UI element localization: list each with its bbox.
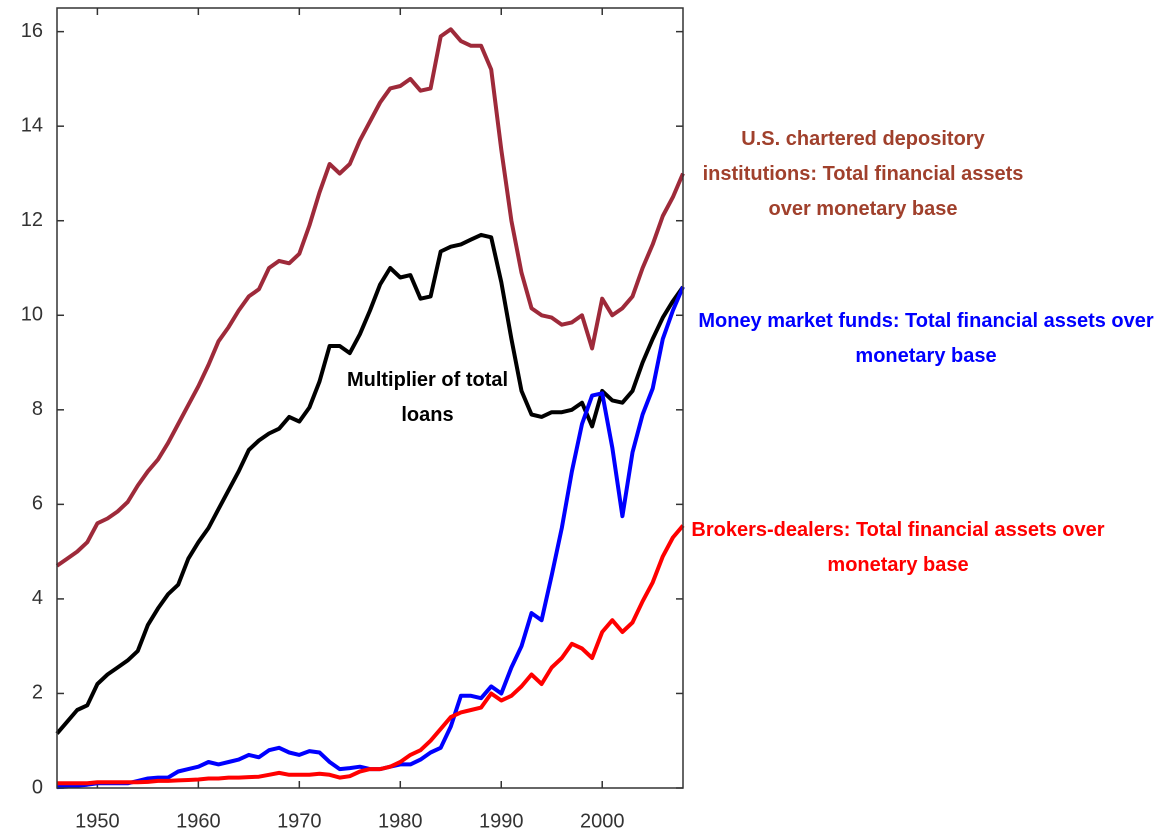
plot-frame xyxy=(56,7,684,789)
series-label: Multiplier of total loans xyxy=(346,369,509,426)
x-tick-label: 1950 xyxy=(75,810,120,832)
series-label: U.S. chartered depository institutions: … xyxy=(702,128,1024,220)
y-tick-label: 2 xyxy=(32,682,43,704)
x-tick-label: 2000 xyxy=(580,810,625,832)
y-tick-label: 8 xyxy=(32,398,43,420)
x-tick-label: 1960 xyxy=(176,810,221,832)
series-line xyxy=(56,286,685,790)
series-label: Brokers-dealers: Total financial assets … xyxy=(691,519,1105,576)
series-line xyxy=(55,232,685,735)
y-tick-label: 16 xyxy=(21,20,43,42)
y-tick-label: 4 xyxy=(32,587,43,609)
y-tick-label: 14 xyxy=(21,114,43,136)
y-tick-label: 6 xyxy=(32,493,43,515)
y-tick-label: 0 xyxy=(32,776,43,798)
x-tick-label: 1980 xyxy=(378,810,423,832)
series-line xyxy=(57,524,685,786)
x-tick-label: 1970 xyxy=(277,810,322,832)
series-label: Money market funds: Total financial asse… xyxy=(698,310,1154,367)
series-line xyxy=(55,27,685,568)
y-tick-label: 12 xyxy=(21,209,43,231)
y-tick-label: 10 xyxy=(21,304,43,326)
x-tick-label: 1990 xyxy=(479,810,524,832)
